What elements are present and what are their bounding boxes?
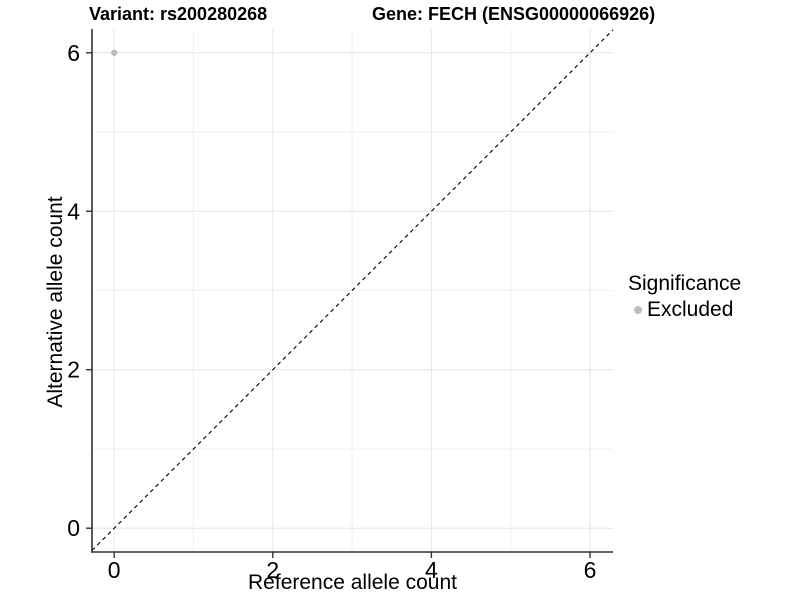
legend-title: Significance	[628, 272, 742, 295]
y-axis-title: Alternative allele count	[44, 196, 67, 408]
y-tick-label: 2	[67, 357, 80, 383]
legend-item-label: Excluded	[647, 298, 734, 321]
legend-item-excluded: Excluded	[628, 298, 741, 322]
x-tick-label: 6	[584, 557, 597, 583]
plot-title-variant: Variant: rs200280268	[89, 4, 268, 24]
y-tick-label: 4	[67, 198, 80, 224]
x-tick-label: 4	[425, 557, 438, 583]
y-tick-label: 0	[67, 515, 80, 541]
x-tick-label: 2	[266, 557, 279, 583]
identity-reference-line	[91, 29, 614, 551]
legend-point-swatch-icon	[634, 306, 642, 314]
plot-title-gene: Gene: FECH (ENSG00000066926)	[372, 4, 656, 24]
y-tick-label: 6	[67, 40, 80, 66]
x-axis-title: Reference allele count	[248, 571, 457, 594]
x-tick-label: 0	[108, 557, 121, 583]
legend: Significance Excluded	[628, 272, 741, 322]
data-point	[111, 49, 118, 56]
